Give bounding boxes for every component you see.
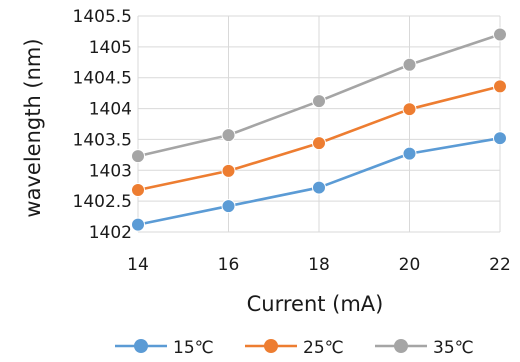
x-tick-label: 22 — [489, 255, 511, 275]
y-tick-label: 1402 — [89, 223, 132, 243]
data-point — [493, 131, 507, 146]
gridlines — [137, 15, 501, 233]
series-group — [131, 27, 507, 232]
y-axis-title: wavelength (nm) — [21, 38, 45, 217]
x-axis-ticks: 14 16 18 20 22 — [127, 255, 511, 275]
data-point — [312, 180, 326, 195]
legend-label: 35℃ — [433, 338, 474, 358]
series-1 — [131, 131, 507, 232]
data-point — [221, 163, 236, 178]
y-tick-label: 1405.5 — [73, 7, 132, 27]
x-tick-label: 14 — [127, 255, 149, 275]
y-tick-label: 1403 — [89, 161, 132, 181]
legend-marker — [264, 339, 278, 353]
data-point — [312, 136, 326, 151]
legend-marker — [394, 339, 408, 353]
data-point — [221, 199, 236, 214]
y-tick-label: 1403.5 — [73, 130, 132, 150]
data-point — [402, 146, 417, 161]
y-axis-ticks: 1402 1402.5 1403 1403.5 1404 1404.5 1405 1405.5 — [73, 7, 132, 243]
data-point — [131, 217, 145, 232]
legend-item: 15℃ — [115, 338, 214, 358]
legend-item: 35℃ — [375, 338, 474, 358]
series-2 — [131, 79, 507, 198]
data-point — [493, 79, 507, 94]
y-tick-label: 1404 — [89, 100, 132, 120]
data-point — [402, 57, 417, 72]
legend: 15℃ 25℃ 35℃ — [115, 338, 474, 358]
x-tick-label: 18 — [308, 255, 330, 275]
x-tick-label: 16 — [218, 255, 240, 275]
legend-label: 25℃ — [303, 338, 344, 358]
data-point — [131, 183, 145, 198]
data-point — [402, 102, 417, 117]
x-tick-label: 20 — [399, 255, 421, 275]
legend-marker — [134, 339, 148, 353]
y-tick-label: 1405 — [89, 38, 132, 58]
series-3 — [131, 27, 507, 164]
legend-label: 15℃ — [173, 338, 214, 358]
legend-item: 25℃ — [245, 338, 344, 358]
y-tick-label: 1404.5 — [73, 69, 132, 89]
data-point — [221, 128, 236, 143]
x-axis-title: Current (mA) — [247, 292, 384, 316]
data-point — [493, 27, 507, 42]
y-tick-label: 1402.5 — [73, 192, 132, 212]
data-point — [131, 149, 145, 164]
data-point — [312, 94, 326, 109]
